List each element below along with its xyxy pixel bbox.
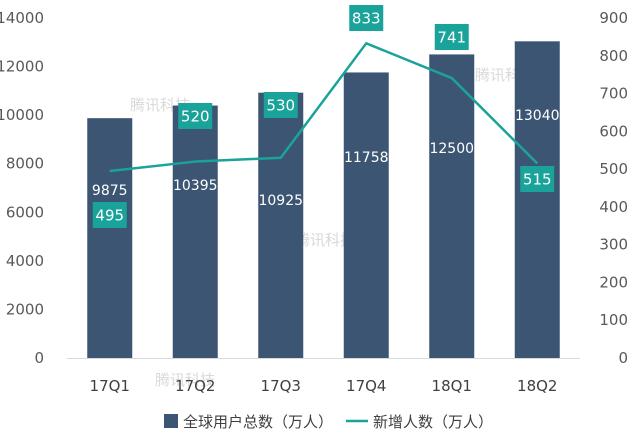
line-data-label: 741 (434, 24, 469, 50)
y-left-tick-label: 0 (34, 349, 44, 367)
line-data-labels: 495 520 530 833 741 515 (92, 5, 555, 228)
line-data-label: 515 (520, 166, 555, 192)
x-axis: 17Q1 17Q2 17Q3 17Q4 18Q1 18Q2 (90, 377, 558, 395)
bar-data-label: 10925 (258, 193, 303, 209)
y-left-tick-label: 12000 (0, 58, 44, 76)
y-right-axis: 0 100 200 300 400 500 600 700 800 900 (599, 9, 628, 367)
line-data-label-text: 530 (266, 97, 295, 115)
x-tick-label: 18Q2 (517, 377, 557, 395)
y-left-tick-label: 10000 (0, 106, 44, 124)
watermark-text: 腾讯科技 (155, 371, 215, 389)
line-data-label: 530 (263, 92, 298, 118)
y-right-tick-label: 500 (599, 160, 628, 178)
line-data-label-box (434, 24, 469, 50)
legend: 全球用户总数（万人） 新增人数（万人） (164, 413, 493, 431)
legend-bar-label: 全球用户总数（万人） (183, 413, 333, 431)
legend-line-label: 新增人数（万人） (373, 413, 493, 431)
y-left-tick-label: 6000 (6, 203, 44, 221)
y-left-axis: 0 2000 4000 6000 8000 10000 12000 14000 (0, 9, 44, 367)
y-right-tick-label: 700 (599, 85, 628, 103)
line-data-label-text: 520 (181, 108, 210, 126)
line-data-label-box (520, 166, 555, 192)
y-right-tick-label: 900 (599, 9, 628, 27)
y-left-tick-label: 4000 (6, 252, 44, 270)
bar-data-label: 11758 (344, 150, 389, 166)
y-right-tick-label: 300 (599, 236, 628, 254)
bar (258, 92, 304, 358)
x-tick-label: 18Q1 (432, 377, 472, 395)
watermark-text: 腾讯科技 (295, 231, 355, 249)
x-tick-label: 17Q2 (175, 377, 215, 395)
line-data-label-text: 741 (437, 29, 466, 47)
bar (514, 41, 560, 359)
x-tick-label: 17Q1 (90, 377, 130, 395)
line-data-label: 495 (92, 202, 127, 228)
y-right-tick-label: 0 (618, 349, 628, 367)
line-data-label-box (178, 103, 213, 129)
line-data-label-text: 495 (95, 207, 124, 225)
line-data-label-box (92, 202, 127, 228)
y-right-tick-label: 400 (599, 198, 628, 216)
x-tick-label: 17Q3 (261, 377, 301, 395)
y-left-tick-label: 2000 (6, 300, 44, 318)
line-data-label: 520 (178, 103, 213, 129)
line-data-label-box (263, 92, 298, 118)
y-right-tick-label: 600 (599, 122, 628, 140)
y-right-tick-label: 800 (599, 47, 628, 65)
bar-data-label: 13040 (515, 108, 560, 124)
bar (343, 72, 389, 358)
bar-data-label: 10395 (173, 178, 218, 194)
line-series (109, 42, 539, 173)
line-path (109, 42, 539, 173)
line-data-label-text: 833 (352, 10, 381, 28)
y-right-tick-label: 200 (599, 273, 628, 291)
bar-data-label: 9875 (92, 183, 128, 199)
bar (429, 54, 475, 359)
line-data-label-text: 515 (523, 171, 552, 189)
line-data-label: 833 (349, 5, 384, 31)
bar (172, 105, 218, 358)
bar-data-labels: 9875 10395 10925 11758 12500 13040 (92, 108, 560, 209)
legend-bar-swatch (164, 414, 178, 428)
bar (87, 118, 133, 358)
bar-data-label: 12500 (429, 141, 474, 157)
bar-series (87, 41, 560, 359)
line-data-label-box (349, 5, 384, 31)
y-left-tick-label: 8000 (6, 155, 44, 173)
y-right-tick-label: 100 (599, 311, 628, 329)
x-tick-label: 17Q4 (346, 377, 386, 395)
y-left-tick-label: 14000 (0, 9, 44, 27)
